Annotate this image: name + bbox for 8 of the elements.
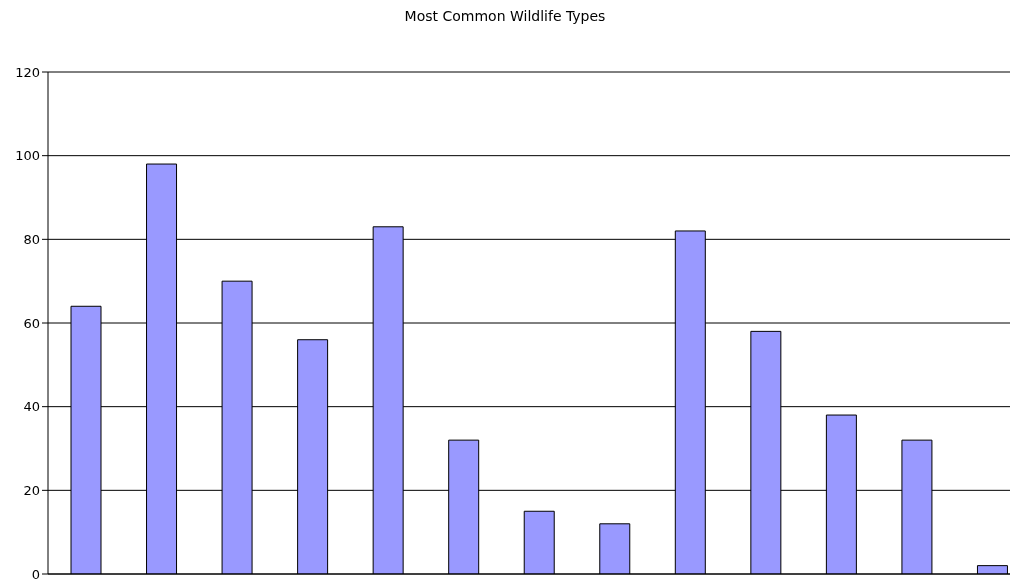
y-tick-label: 40 [23, 399, 40, 415]
y-tick-label: 120 [15, 64, 40, 80]
chart-title: Most Common Wildlife Types [403, 8, 607, 24]
y-tick-label: 80 [23, 231, 40, 247]
y-tick-label: 100 [15, 148, 40, 164]
y-tick-label: 60 [23, 315, 40, 331]
y-tick-label: 0 [31, 566, 40, 582]
y-tick-label: 20 [23, 482, 40, 498]
